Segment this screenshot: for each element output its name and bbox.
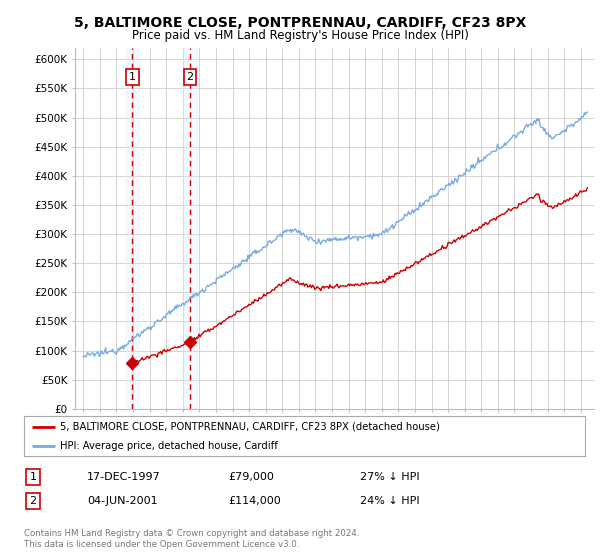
Text: 27% ↓ HPI: 27% ↓ HPI — [360, 472, 419, 482]
Bar — [183, 48, 197, 409]
Text: 5, BALTIMORE CLOSE, PONTPRENNAU, CARDIFF, CF23 8PX (detached house): 5, BALTIMORE CLOSE, PONTPRENNAU, CARDIFF… — [61, 422, 440, 432]
Text: 24% ↓ HPI: 24% ↓ HPI — [360, 496, 419, 506]
Bar — [126, 48, 139, 409]
Text: 04-JUN-2001: 04-JUN-2001 — [87, 496, 158, 506]
Text: £114,000: £114,000 — [228, 496, 281, 506]
Text: 2: 2 — [29, 496, 37, 506]
Text: Price paid vs. HM Land Registry's House Price Index (HPI): Price paid vs. HM Land Registry's House … — [131, 29, 469, 42]
Text: £79,000: £79,000 — [228, 472, 274, 482]
Text: HPI: Average price, detached house, Cardiff: HPI: Average price, detached house, Card… — [61, 441, 278, 451]
Text: 5, BALTIMORE CLOSE, PONTPRENNAU, CARDIFF, CF23 8PX: 5, BALTIMORE CLOSE, PONTPRENNAU, CARDIFF… — [74, 16, 526, 30]
Text: 1: 1 — [129, 72, 136, 82]
Text: 2: 2 — [187, 72, 193, 82]
Text: 1: 1 — [29, 472, 37, 482]
Text: 17-DEC-1997: 17-DEC-1997 — [87, 472, 161, 482]
Text: Contains HM Land Registry data © Crown copyright and database right 2024.
This d: Contains HM Land Registry data © Crown c… — [24, 529, 359, 549]
